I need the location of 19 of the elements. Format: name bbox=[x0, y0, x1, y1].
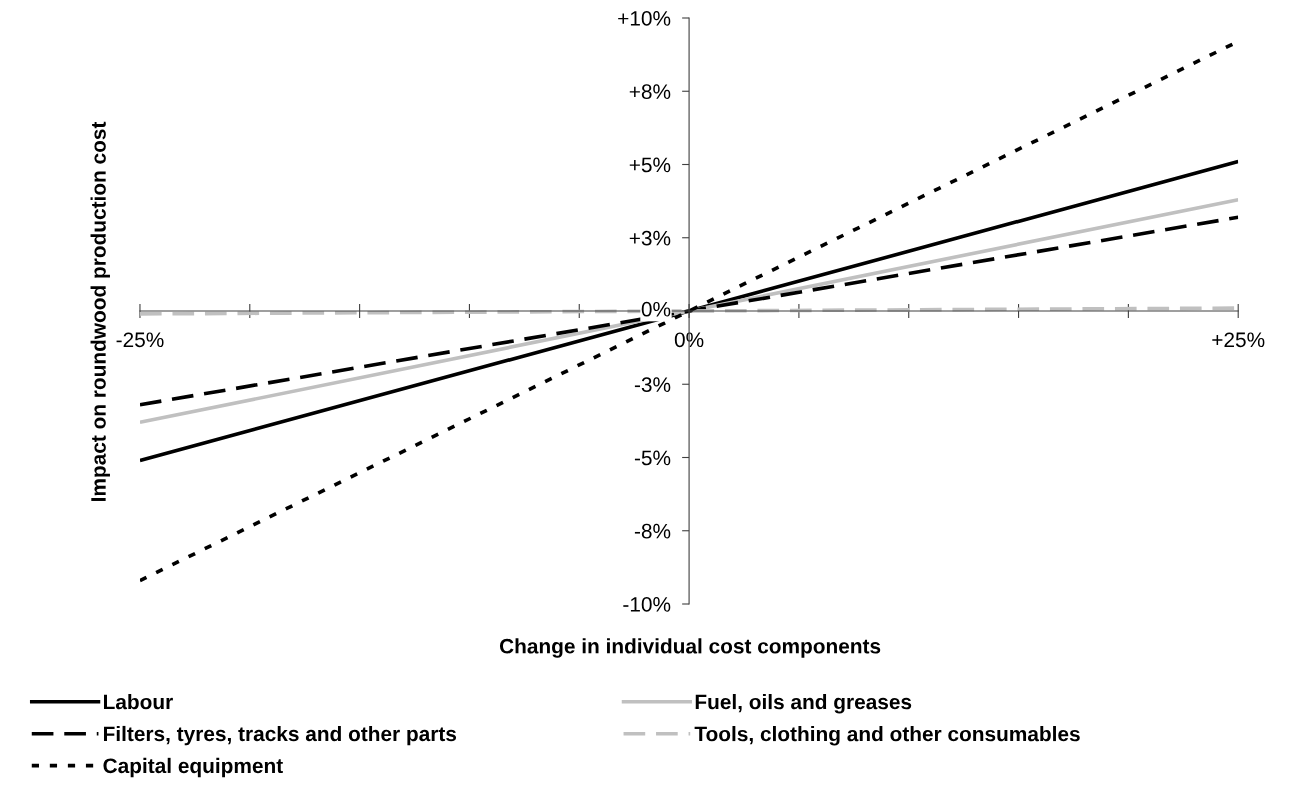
legend-label: Labour bbox=[104, 693, 173, 710]
legend-label: Filters, tyres, tracks and other parts bbox=[104, 725, 457, 746]
y-tick-label: +3% bbox=[629, 230, 671, 246]
x-tick-label: 0% bbox=[674, 332, 704, 348]
y-tick-label: -8% bbox=[634, 523, 671, 539]
y-tick-label: 0% bbox=[641, 301, 671, 317]
legend-label: Tools, clothing and other consumables bbox=[694, 726, 1080, 746]
x-tick-label: -25% bbox=[116, 332, 164, 348]
y-tick-label: +5% bbox=[629, 157, 671, 173]
x-tick-label: +25% bbox=[1212, 332, 1265, 348]
legend-label: Capital equipment bbox=[103, 757, 283, 778]
y-tick-label: -10% bbox=[623, 597, 671, 612]
y-axis-title: Impact on roundwood production cost bbox=[90, 121, 110, 501]
legend-label: Fuel, oils and greases bbox=[695, 693, 912, 714]
x-axis-title: Change in individual cost components bbox=[499, 638, 881, 658]
y-tick-label: +8% bbox=[629, 84, 671, 99]
y-tick-label: +10% bbox=[618, 11, 671, 26]
y-tick-label: -3% bbox=[634, 377, 671, 392]
y-tick-label: -5% bbox=[634, 450, 671, 466]
